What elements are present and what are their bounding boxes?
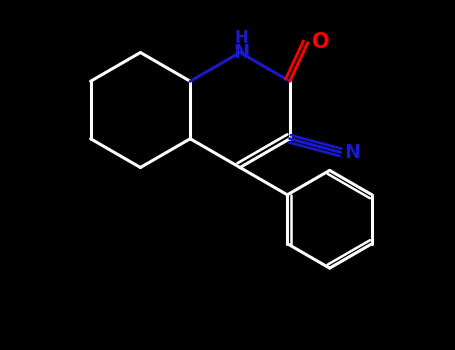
Text: N: N <box>233 43 249 62</box>
Text: O: O <box>312 32 329 52</box>
Text: N: N <box>344 143 361 162</box>
Text: H: H <box>234 28 248 47</box>
